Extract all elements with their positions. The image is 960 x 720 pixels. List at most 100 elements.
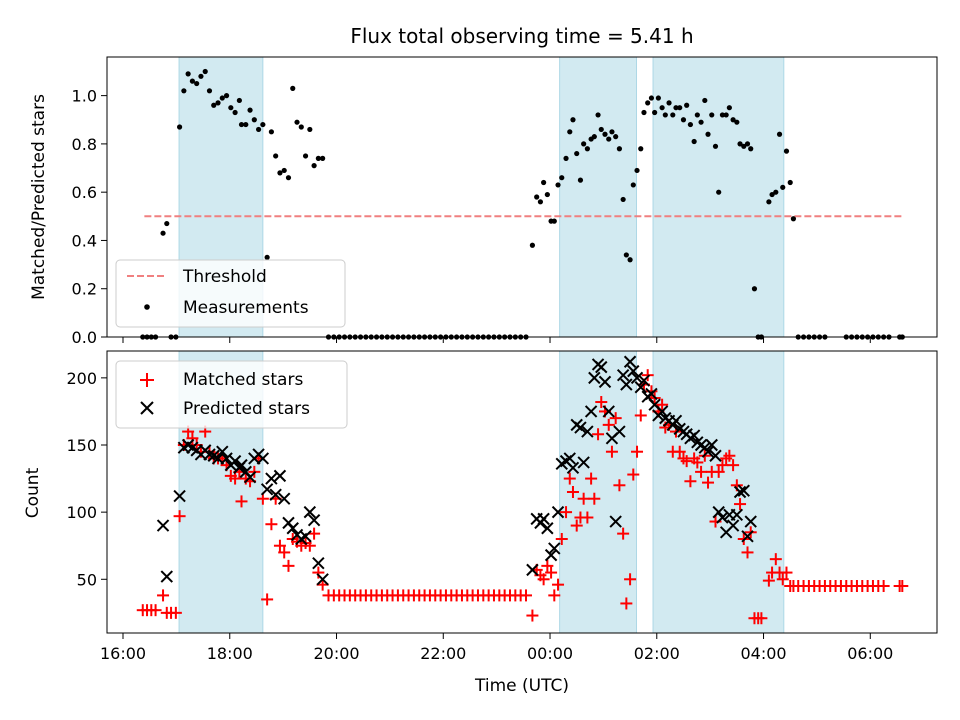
predicted-point-93 xyxy=(726,519,740,532)
predicted-point-87 xyxy=(705,438,718,452)
measurement-point-34 xyxy=(285,175,292,181)
matched-point-87 xyxy=(548,589,561,602)
bottom-y-ticks: 50 100 150 200 xyxy=(66,369,107,589)
measurement-point-149 xyxy=(776,131,783,137)
y-tick-label-1: 0.2 xyxy=(72,280,97,299)
measurement-point-83 xyxy=(537,199,544,205)
legend-threshold-label: Threshold xyxy=(182,267,267,287)
predicted-point-61 xyxy=(613,425,626,438)
measurement-point-13 xyxy=(198,73,204,79)
matched-point-3 xyxy=(149,604,162,617)
legend-predicted-swatch xyxy=(140,401,154,415)
measurement-point-123 xyxy=(680,117,687,123)
measurement-point-136 xyxy=(726,105,732,111)
measurement-point-139 xyxy=(737,141,743,147)
measurement-point-127 xyxy=(694,112,700,118)
matched-point-137 xyxy=(727,459,740,472)
top-legend-box xyxy=(115,259,346,328)
x-tick-label-4: 00:00 xyxy=(527,644,573,663)
measurement-point-30 xyxy=(268,129,274,135)
predicted-point-47 xyxy=(563,452,576,465)
measurement-point-87 xyxy=(551,218,557,224)
matched-point-106 xyxy=(617,527,630,540)
matched-point-90 xyxy=(560,506,573,519)
matched-point-124 xyxy=(680,455,693,468)
measurement-point-134 xyxy=(719,112,726,118)
measurement-point-81 xyxy=(529,242,536,248)
x-axis-label: Time (UTC) xyxy=(474,676,569,696)
matched-point-150 xyxy=(776,573,789,586)
top-x-ticks xyxy=(122,337,871,343)
predicted-point-95 xyxy=(733,485,747,499)
predicted-point-66 xyxy=(630,371,644,385)
measurement-point-135 xyxy=(723,112,729,118)
measurement-point-25 xyxy=(247,107,253,113)
measurement-point-41 xyxy=(315,155,321,161)
y-tick-label-2: 0.4 xyxy=(72,231,97,250)
measurement-point-17 xyxy=(215,100,221,106)
measurement-point-116 xyxy=(655,95,661,101)
measurement-point-100 xyxy=(598,126,604,133)
matched-point-84 xyxy=(537,573,550,586)
measurement-point-39 xyxy=(307,126,313,133)
measurement-point-138 xyxy=(734,119,740,125)
predicted-point-36 xyxy=(316,573,329,586)
matched-point-11 xyxy=(186,432,199,445)
measurement-point-37 xyxy=(298,124,304,130)
matched-point-80 xyxy=(520,589,533,602)
predicted-point-89 xyxy=(712,505,725,519)
matched-point-128 xyxy=(695,465,708,478)
measurement-point-105 xyxy=(616,146,623,152)
bottom-x-ticks: 16:00 18:00 20:00 22:00 00:00 02:00 04:00 06:00 xyxy=(100,633,893,663)
matched-point-88 xyxy=(552,578,565,591)
legend-measurements-swatch xyxy=(144,304,150,310)
measurement-point-15 xyxy=(206,88,213,94)
predicted-point-34 xyxy=(307,513,321,527)
predicted-point-73 xyxy=(655,405,669,418)
matched-point-110 xyxy=(631,445,644,458)
y-tick-label-0: 50 xyxy=(77,570,97,589)
measurement-point-21 xyxy=(232,109,238,116)
matched-point-125 xyxy=(684,475,697,488)
matched-point-146 xyxy=(762,574,775,587)
matched-point-92 xyxy=(566,486,579,498)
predicted-point-12 xyxy=(216,445,229,458)
measurement-point-102 xyxy=(606,136,612,142)
measurement-point-84 xyxy=(541,179,547,186)
measurement-point-128 xyxy=(698,119,704,125)
y-tick-label-0: 0.0 xyxy=(72,328,97,347)
measurement-point-42 xyxy=(320,155,326,161)
matched-point-85 xyxy=(541,559,554,572)
matched-point-170 xyxy=(877,580,890,592)
bottom-panel: 16:00 18:00 20:00 22:00 00:00 02:00 04:00 06:00… xyxy=(23,350,938,696)
measurement-point-118 xyxy=(662,112,668,118)
shaded-region-1 xyxy=(559,56,637,338)
matched-point-29 xyxy=(261,593,274,606)
measurement-point-114 xyxy=(648,95,655,101)
measurement-point-12 xyxy=(194,80,200,87)
matched-point-95 xyxy=(577,492,590,505)
matched-point-148 xyxy=(769,553,782,566)
x-tick-label-2: 20:00 xyxy=(313,644,359,663)
matched-point-109 xyxy=(627,468,640,481)
measurement-point-38 xyxy=(302,153,309,159)
predicted-point-0 xyxy=(156,519,170,532)
measurement-point-8 xyxy=(176,124,183,130)
measurement-point-101 xyxy=(602,131,608,137)
predicted-point-60 xyxy=(609,515,622,528)
predicted-point-35 xyxy=(312,556,325,570)
matched-point-108 xyxy=(624,573,637,586)
predicted-point-53 xyxy=(584,405,598,418)
matched-point-102 xyxy=(602,418,615,431)
predicted-point-32 xyxy=(299,530,312,543)
matched-point-145 xyxy=(755,612,768,625)
x-tick-label-1: 18:00 xyxy=(207,644,253,663)
bottom-plot-frame xyxy=(106,350,938,634)
matched-point-130 xyxy=(702,476,715,489)
matched-point-113 xyxy=(641,369,654,382)
predicted-point-43 xyxy=(548,542,561,555)
matched-point-89 xyxy=(555,533,568,545)
measurement-point-140 xyxy=(741,143,747,149)
top-panel: 0.0 0.2 0.4 0.6 0.8 1.0 Matched/Predicted sta… xyxy=(29,56,938,347)
measurement-point-16 xyxy=(211,102,217,108)
